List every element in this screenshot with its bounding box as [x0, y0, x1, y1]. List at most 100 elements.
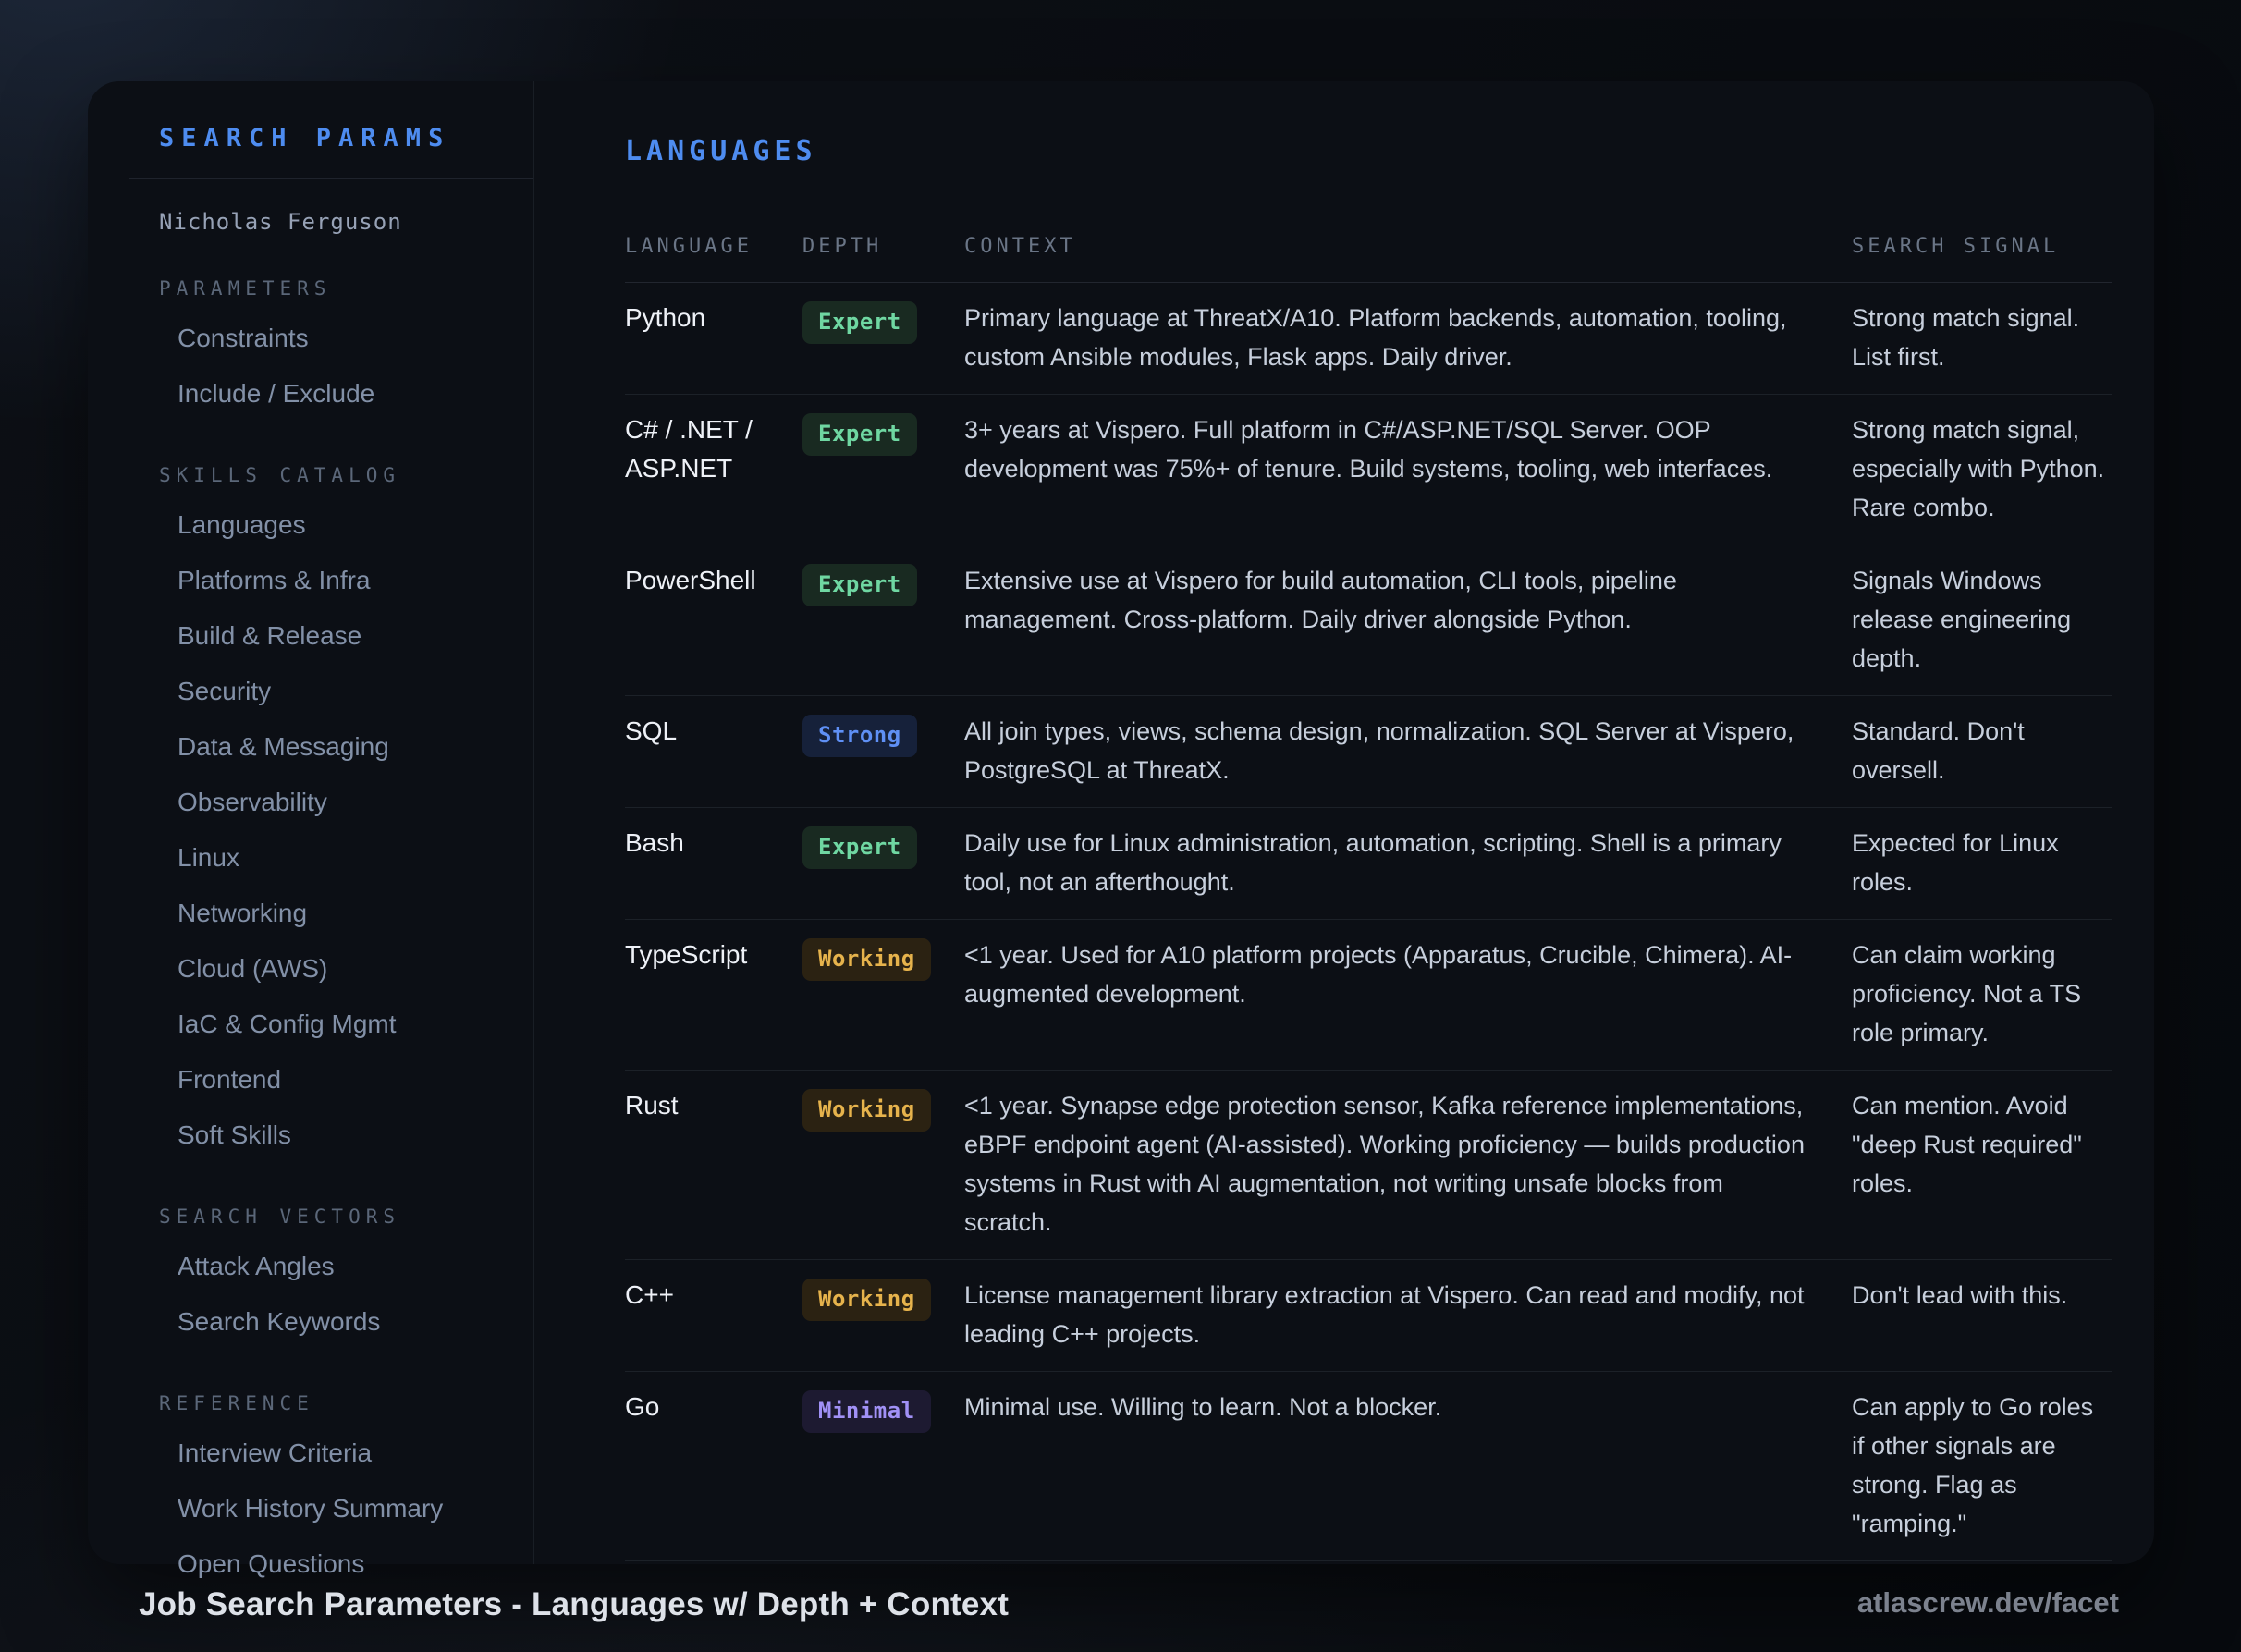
- sidebar-title-divider: [129, 178, 533, 179]
- sidebar-item-interview-criteria[interactable]: Interview Criteria: [178, 1438, 373, 1467]
- depth-cell: Minimal: [802, 1388, 964, 1543]
- table-row-bash: Bash Expert Daily use for Linux administ…: [625, 808, 2112, 920]
- footer-title: Job Search Parameters - Languages w/ Dep…: [139, 1586, 1010, 1622]
- context-cell: Daily use for Linux administration, auto…: [964, 829, 1782, 896]
- footer-watermark: atlascrew.dev/facet: [1856, 1586, 2119, 1619]
- signal-cell: Don't lead with this.: [1852, 1281, 2068, 1309]
- depth-cell: Expert: [802, 299, 964, 376]
- sidebar-item-languages[interactable]: Languages: [178, 510, 306, 539]
- table-row-sql: SQL Strong All join types, views, schema…: [625, 696, 2112, 808]
- depth-cell: Expert: [802, 824, 964, 901]
- table-row-c-net-asp-net: C# / .NET / ASP.NET Expert 3+ years at V…: [625, 395, 2112, 545]
- sidebar-section-label: REFERENCE: [159, 1392, 314, 1414]
- sidebar-section-parameters: PARAMETERS Constraints Include / Exclude: [159, 277, 533, 422]
- signal-cell: Signals Windows release engineering dept…: [1852, 567, 2072, 672]
- footer: Job Search Parameters - Languages w/ Dep…: [139, 1586, 2119, 1623]
- table-row-rust: Rust Working <1 year. Synapse edge prote…: [625, 1071, 2112, 1260]
- main-panel: SEARCH PARAMS Nicholas Ferguson PARAMETE…: [88, 81, 2154, 1578]
- sidebar-section-label: PARAMETERS: [159, 277, 332, 300]
- depth-badge: Expert: [802, 826, 917, 869]
- person-name: Nicholas Ferguson: [159, 209, 402, 235]
- language-cell: PowerShell: [625, 566, 756, 594]
- sidebar-item-constraints[interactable]: Constraints: [178, 324, 309, 352]
- signal-cell: Expected for Linux roles.: [1852, 829, 2059, 896]
- sidebar-item-iac-config-mgmt[interactable]: IaC & Config Mgmt: [178, 1010, 397, 1038]
- sidebar-section-items: Interview Criteria Work History Summary Op…: [159, 1426, 533, 1592]
- table-row-typescript: TypeScript Working <1 year. Used for A10…: [625, 920, 2112, 1071]
- sidebar-section-skills-catalog: SKILLS CATALOG Languages Platforms & Infr…: [159, 464, 533, 1163]
- sidebar-item-data-messaging[interactable]: Data & Messaging: [178, 732, 389, 761]
- language-cell: SQL: [625, 716, 678, 745]
- table-header-row: LANGUAGE DEPTH CONTEXT SEARCH SIGNAL: [625, 190, 2112, 283]
- language-cell: TypeScript: [625, 940, 748, 969]
- sidebar-nav: PARAMETERS Constraints Include / Exclude …: [159, 277, 533, 1592]
- depth-cell: Expert: [802, 410, 964, 527]
- column-header-search-signal: SEARCH SIGNAL: [1852, 235, 2060, 258]
- sidebar-item-attack-angles[interactable]: Attack Angles: [178, 1252, 335, 1280]
- sidebar-item-frontend[interactable]: Frontend: [178, 1065, 282, 1094]
- column-header-context: CONTEXT: [964, 235, 1076, 258]
- sidebar-section-items: Attack Angles Search Keywords: [159, 1239, 533, 1350]
- context-cell: 3+ years at Vispero. Full platform in C#…: [964, 416, 1773, 483]
- depth-badge: Working: [802, 938, 931, 981]
- sidebar-section-reference: REFERENCE Interview Criteria Work History…: [159, 1392, 533, 1592]
- sidebar-item-security[interactable]: Security: [178, 677, 272, 705]
- language-cell: Go: [625, 1392, 660, 1421]
- sidebar-item-build-release[interactable]: Build & Release: [178, 621, 362, 650]
- sidebar-item-linux[interactable]: Linux: [178, 843, 239, 872]
- column-header-depth: DEPTH: [802, 235, 883, 258]
- sidebar-item-platforms-infra[interactable]: Platforms & Infra: [178, 566, 371, 594]
- table-row-go: Go Minimal Minimal use. Willing to learn…: [625, 1372, 2112, 1561]
- language-cell: Rust: [625, 1091, 679, 1120]
- depth-badge: Minimal: [802, 1390, 931, 1433]
- signal-cell: Can mention. Avoid "deep Rust required" …: [1852, 1092, 2082, 1197]
- signal-cell: Can claim working proficiency. Not a TS …: [1852, 941, 2082, 1046]
- language-cell: C# / .NET / ASP.NET: [625, 415, 753, 483]
- depth-cell: Working: [802, 936, 964, 1052]
- signal-cell: Strong match signal, especially with Pyt…: [1852, 416, 2105, 521]
- context-cell: License management library extraction at…: [964, 1281, 1805, 1348]
- sidebar-section-label: SKILLS CATALOG: [159, 464, 401, 486]
- depth-cell: Working: [802, 1276, 964, 1353]
- sidebar-title: SEARCH PARAMS: [159, 124, 451, 153]
- table-row-python: Python Expert Primary language at Threat…: [625, 283, 2112, 395]
- sidebar-item-open-questions[interactable]: Open Questions: [178, 1549, 365, 1578]
- sidebar-section-label: SEARCH VECTORS: [159, 1205, 401, 1228]
- context-cell: Primary language at ThreatX/A10. Platfor…: [964, 304, 1787, 371]
- sidebar-item-soft-skills[interactable]: Soft Skills: [178, 1120, 291, 1149]
- sidebar-section-search-vectors: SEARCH VECTORS Attack Angles Search Keywo…: [159, 1205, 533, 1350]
- sidebar: SEARCH PARAMS Nicholas Ferguson PARAMETE…: [88, 81, 534, 1578]
- language-cell: Python: [625, 303, 706, 332]
- depth-cell: Expert: [802, 561, 964, 678]
- table-row-powershell: PowerShell Expert Extensive use at Vispe…: [625, 545, 2112, 696]
- context-cell: <1 year. Synapse edge protection sensor,…: [964, 1092, 1805, 1236]
- signal-cell: Can apply to Go roles if other signals a…: [1852, 1393, 2094, 1537]
- language-cell: Bash: [625, 828, 684, 857]
- depth-badge: Strong: [802, 715, 917, 757]
- sidebar-item-cloud-aws[interactable]: Cloud (AWS): [178, 954, 328, 983]
- depth-cell: Working: [802, 1086, 964, 1242]
- signal-cell: Strong match signal. List first.: [1852, 304, 2080, 371]
- column-header-language: LANGUAGE: [625, 235, 753, 258]
- context-cell: Minimal use. Willing to learn. Not a blo…: [964, 1393, 1442, 1421]
- sidebar-item-work-history-summary[interactable]: Work History Summary: [178, 1494, 444, 1523]
- language-cell: C++: [625, 1280, 674, 1309]
- table-body: Python Expert Primary language at Threat…: [625, 283, 2112, 1561]
- depth-badge: Expert: [802, 413, 917, 456]
- depth-badge: Working: [802, 1279, 931, 1321]
- context-cell: All join types, views, schema design, no…: [964, 717, 1794, 784]
- languages-content: LANGUAGES LANGUAGE DEPTH CONTEXT SEARCH …: [534, 81, 2154, 1564]
- depth-badge: Expert: [802, 564, 917, 606]
- sidebar-item-search-keywords[interactable]: Search Keywords: [178, 1307, 381, 1336]
- depth-badge: Expert: [802, 301, 917, 344]
- context-cell: Extensive use at Vispero for build autom…: [964, 567, 1677, 633]
- sidebar-item-networking[interactable]: Networking: [178, 899, 308, 927]
- sidebar-item-observability[interactable]: Observability: [178, 788, 327, 816]
- sidebar-item-include-exclude[interactable]: Include / Exclude: [178, 379, 375, 408]
- context-cell: <1 year. Used for A10 platform projects …: [964, 941, 1793, 1008]
- signal-cell: Standard. Don't oversell.: [1852, 717, 2025, 784]
- depth-badge: Working: [802, 1089, 931, 1132]
- sidebar-section-items: Constraints Include / Exclude: [159, 311, 533, 422]
- depth-cell: Strong: [802, 712, 964, 789]
